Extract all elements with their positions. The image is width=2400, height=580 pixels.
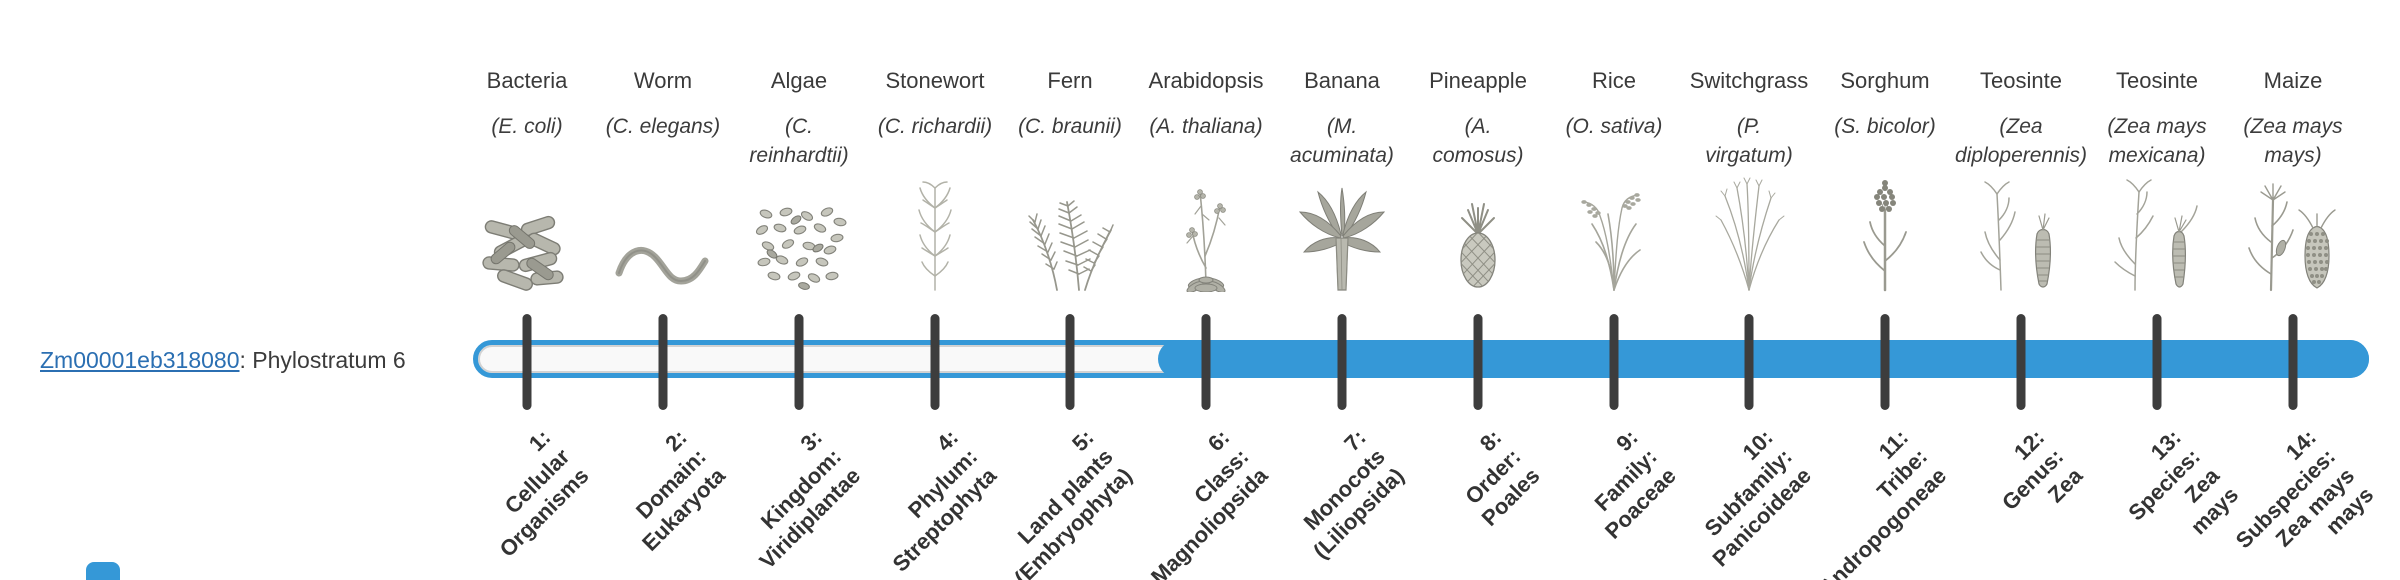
phylostratum-label-13: 13: Species: Zea mays: [2122, 424, 2243, 540]
organism-column-switchgrass: Switchgrass (P. virgatum): [1654, 66, 1844, 291]
phylostratum-label-14: 14: Subspecies: Zea mays mays: [2231, 424, 2379, 554]
phylostratum-label-4: 4: Phylum: Streptophyta: [887, 424, 1002, 577]
phylostratum-tick-13: [2152, 314, 2162, 410]
organism-column-banana: Banana (M. acuminata): [1247, 66, 1437, 291]
phylostratum-tick-1: [522, 314, 532, 410]
gene-label: Zm00001eb318080: Phylostratum 6: [40, 344, 406, 376]
organism-column-rice: Rice (O. sativa): [1519, 66, 1709, 291]
phylostratum-tick-5: [1065, 314, 1075, 410]
phylostratum-tick-12: [2016, 314, 2026, 410]
stonewort-icon: [840, 170, 1030, 292]
arabidopsis-icon: [1111, 170, 1301, 292]
organism-column-arabidopsis: Arabidopsis (A. thaliana): [1111, 66, 1301, 292]
organism-column-teosinte-diploperennis: Teosinte (Zea diploperennis): [1926, 66, 2116, 291]
organism-scientific-name: (S. bicolor): [1834, 115, 1936, 138]
organism-scientific-name: (Zea diploperennis): [1955, 115, 2087, 167]
organism-name: Sorghum: [1840, 68, 1930, 93]
phylostratum-label-1: 1: Cellular Organisms: [494, 424, 594, 562]
phylostratum-tick-8: [1473, 314, 1483, 410]
organism-column-fern: Fern (C. braunii): [975, 66, 1165, 291]
phylostratum-label-2: 2: Domain: Eukaryota: [630, 424, 730, 556]
teosinte-diploperennis-icon: [1926, 170, 2116, 292]
phylostratum-tick-2: [658, 314, 668, 410]
rice-icon: [1519, 170, 1709, 292]
organism-scientific-name: (O. sativa): [1565, 115, 1663, 138]
phylostratum-bar-fill: [1158, 340, 2369, 378]
phylostratum-label-3: 3: Kingdom: Viridiplantae: [754, 424, 866, 574]
organism-column-pineapple: Pineapple (A. comosus): [1383, 66, 1573, 288]
maize-icon: [2198, 170, 2388, 292]
organism-name: Banana: [1304, 68, 1380, 93]
phylostratum-tick-7: [1337, 314, 1347, 410]
organism-scientific-name: (A. thaliana): [1149, 115, 1263, 138]
organism-name: Stonewort: [885, 68, 985, 93]
pineapple-icon: [1383, 170, 1573, 292]
organism-column-worm: Worm (C. elegans): [568, 66, 758, 285]
organism-name: Teosinte: [1980, 68, 2062, 93]
phylostratum-label-5: 5: Land plants (Embryophyta): [1009, 424, 1137, 580]
algae-icon: [704, 170, 894, 292]
organism-scientific-name: (E. coli): [491, 115, 563, 138]
phylostratum-tick-11: [1880, 314, 1890, 410]
teosinte-mexicana-icon: [2062, 170, 2252, 292]
bacteria-icon: [432, 170, 622, 292]
organism-column-maize: Maize (Zea mays mays): [2198, 66, 2388, 292]
organism-name: Switchgrass: [1689, 68, 1809, 93]
organism-name: Maize: [2263, 68, 2323, 93]
organism-scientific-name: (A. comosus): [1432, 115, 1524, 167]
organism-column-stonewort: Stonewort (C. richardii): [840, 66, 1030, 291]
sorghum-icon: [1790, 170, 1980, 292]
organism-scientific-name: (P. virgatum): [1705, 115, 1793, 167]
organism-name: Rice: [1591, 68, 1636, 93]
phylostratum-label-6: 6: Class: Magnoliopsida: [1145, 424, 1273, 580]
gene-link[interactable]: Zm00001eb318080: [40, 347, 240, 373]
organism-scientific-name: (C. braunii): [1018, 115, 1122, 138]
phylostratum-assignment-text: : Phylostratum 6: [239, 347, 406, 373]
phylostratum-tick-6: [1201, 314, 1211, 410]
organism-name: Worm: [633, 68, 693, 93]
banana-icon: [1247, 170, 1437, 292]
organism-scientific-name: (Zea mays mexicana): [2107, 115, 2207, 167]
organism-scientific-name: (C. reinhardtii): [749, 115, 849, 167]
phylostratum-tick-14: [2288, 314, 2298, 410]
organism-name: Pineapple: [1429, 68, 1527, 93]
organism-name: Bacteria: [486, 68, 568, 93]
organism-name: Algae: [770, 68, 828, 93]
phylostratum-label-7: 7: Monocots (Liliopsida): [1298, 424, 1409, 564]
organism-scientific-name: (C. richardii): [877, 115, 993, 138]
worm-icon: [568, 170, 758, 292]
phylostratum-tick-10: [1744, 314, 1754, 410]
phylostratum-label-9: 9: Family: Poaceae: [1589, 424, 1681, 544]
organism-name: Fern: [1047, 68, 1093, 93]
organism-name: Arabidopsis: [1148, 68, 1264, 93]
organism-scientific-name: (C. elegans): [605, 115, 721, 138]
organism-column-bacteria: Bacteria (E. coli): [432, 66, 622, 291]
phylostratum-label-8: 8: Order: Poales: [1460, 424, 1545, 531]
phylostratum-tick-3: [794, 314, 804, 410]
partial-blue-button[interactable]: [86, 562, 120, 580]
phylostratum-label-12: 12: Genus: Zea: [1997, 424, 2088, 516]
phylostratum-tick-9: [1609, 314, 1619, 410]
switchgrass-icon: [1654, 170, 1844, 292]
fern-icon: [975, 170, 1165, 292]
organism-scientific-name: (Zea mays mays): [2243, 115, 2343, 167]
organism-column-algae: Algae (C. reinhardtii): [704, 66, 894, 290]
organism-name: Teosinte: [2116, 68, 2198, 93]
phylostratum-label-11: 11: Tribe: Andropogoneae: [1814, 424, 1952, 580]
organism-scientific-name: (M. acuminata): [1290, 115, 1394, 167]
organism-column-sorghum: Sorghum (S. bicolor): [1790, 66, 1980, 292]
organism-column-teosinte-mexicana: Teosinte (Zea mays mexicana): [2062, 66, 2252, 291]
phylostratum-tick-4: [930, 314, 940, 410]
